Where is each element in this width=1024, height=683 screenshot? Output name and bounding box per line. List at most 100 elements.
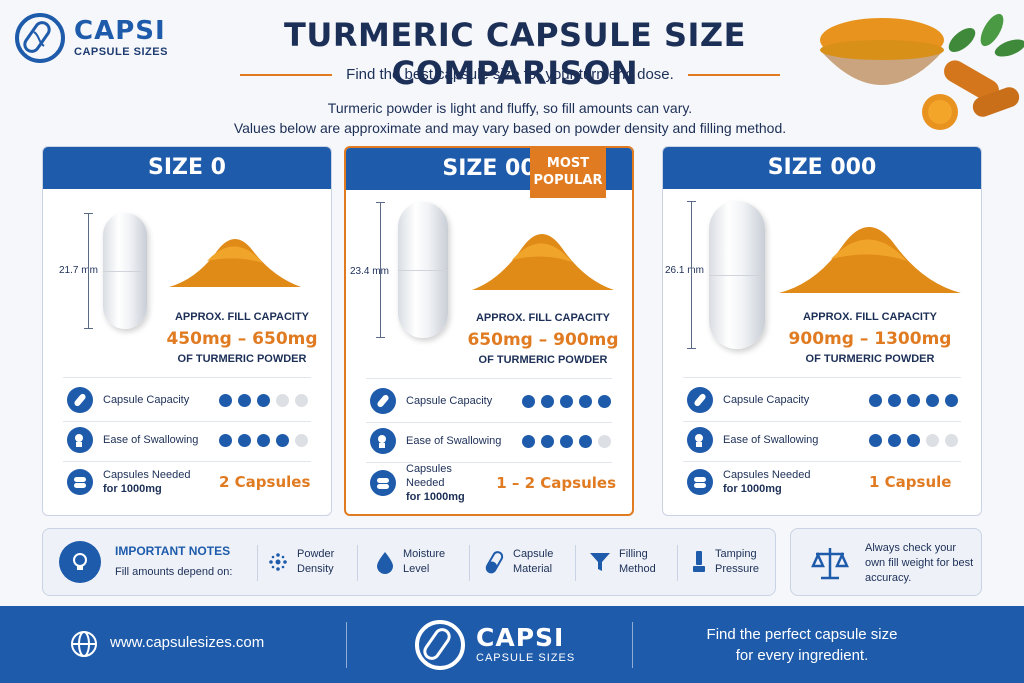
footer-brand-subtitle: CAPSULE SIZES (476, 652, 576, 664)
needed-row: Capsules Needed for 1000mg 1 – 2 Capsules (370, 463, 616, 503)
fill-capacity-value: 650mg – 900mg (467, 330, 619, 350)
factor-line1: Filling (619, 548, 648, 560)
rating-dot (541, 434, 554, 448)
dimension-line (687, 201, 696, 349)
divider (677, 545, 678, 581)
rating-dot (926, 433, 939, 447)
pills-icon (687, 469, 713, 495)
capsule-length: 26.1 mm (665, 265, 704, 276)
factor-filling-method: Filling Method (589, 547, 656, 577)
divider (63, 377, 311, 378)
size-card-00[interactable]: SIZE 00 MOST POPULAR 23.4 mm APPROX. FIL… (344, 146, 634, 516)
rating-dot (598, 394, 611, 408)
capsule-capacity-label: Capsule Capacity (723, 394, 810, 406)
ease-row: Ease of Swallowing (67, 425, 315, 455)
divider (683, 377, 961, 378)
divider (366, 422, 612, 423)
factor-capsule-material: Capsule Material (483, 547, 553, 577)
intro-line-1: Turmeric powder is light and fluffy, so … (327, 100, 693, 116)
capsules-needed-value: 2 Capsules (219, 473, 311, 491)
rating-dot (276, 433, 289, 447)
website-link[interactable]: www.capsulesizes.com (110, 634, 265, 651)
needed-label-line1: Capsules Needed (406, 463, 452, 489)
capsule-icon (485, 551, 504, 574)
factor-label: Filling Method (619, 547, 656, 577)
divider (687, 73, 780, 76)
rating-dot (257, 433, 270, 447)
capsule-capacity-label: Capsule Capacity (103, 394, 190, 406)
rating-dot (541, 394, 554, 408)
powder-pile-image (169, 239, 301, 287)
pills-icon (370, 470, 396, 496)
notes-title: IMPORTANT NOTES (115, 544, 231, 558)
divider (683, 461, 961, 462)
fill-capacity-label: APPROX. FILL CAPACITY (174, 311, 310, 323)
swallow-icon (370, 428, 396, 454)
rating-dot (888, 393, 901, 407)
brand-subtitle: CAPSULE SIZES (74, 46, 168, 58)
intro-line-2: Values below are approximate and may var… (233, 120, 787, 136)
funnel-icon (590, 553, 610, 571)
factor-label: Powder Density (297, 547, 334, 577)
capsule-icon (67, 387, 93, 413)
capsule-capacity-row: Capsule Capacity (370, 386, 616, 416)
swallow-icon (687, 427, 713, 453)
size-card-0[interactable]: SIZE 0 21.7 mm APPROX. FILL CAPACITY 450… (42, 146, 332, 516)
rating-dot (888, 433, 901, 447)
rating-dot (926, 393, 939, 407)
capsule-image (398, 202, 448, 338)
size-card-000[interactable]: SIZE 000 26.1 mm APPROX. FILL CAPACITY 9… (662, 146, 982, 516)
fill-capacity-unit: OF TURMERIC POWDER (177, 353, 307, 365)
ease-label: Ease of Swallowing (723, 434, 819, 446)
factor-line1: Capsule (513, 548, 554, 560)
ease-label: Ease of Swallowing (103, 434, 199, 446)
particles-icon (269, 553, 287, 571)
rating-dot (945, 393, 958, 407)
fill-capacity-label: APPROX. FILL CAPACITY (802, 311, 938, 323)
capsule-capacity-label: Capsule Capacity (406, 395, 493, 407)
factor-line2: Method (619, 563, 656, 575)
divider (683, 421, 961, 422)
ease-rating (522, 434, 611, 448)
divider (346, 622, 347, 668)
fill-capacity-unit: OF TURMERIC POWDER (478, 354, 608, 366)
needed-label-line2: for 1000mg (406, 491, 465, 503)
divider (63, 421, 311, 422)
factor-line2: Material (513, 563, 553, 575)
accuracy-tip-panel: Always check your own fill weight for be… (790, 528, 982, 596)
rating-dot (945, 433, 958, 447)
subtitle-row: Find the best capsule size for your turm… (240, 66, 780, 83)
divider (63, 461, 311, 462)
rating-dot (522, 394, 535, 408)
fill-capacity-unit: OF TURMERIC POWDER (805, 353, 935, 365)
capsule-image (103, 213, 147, 329)
capsule-image (709, 201, 765, 349)
rating-dot (522, 434, 535, 448)
needed-label-line1: Capsules Needed (723, 469, 811, 481)
tamper-icon (693, 551, 705, 572)
capsule-logo-icon (15, 13, 65, 63)
capsule-capacity-rating (869, 393, 958, 407)
tagline-line-1: Find the perfect capsule size (706, 626, 898, 643)
ease-rating (869, 433, 958, 447)
fill-capacity-value: 900mg – 1300mg (788, 329, 952, 349)
rating-dot (276, 393, 289, 407)
footer-brand-name: CAPSI (476, 623, 565, 652)
capsule-logo-icon (415, 620, 465, 670)
capsules-needed-value: 1 – 2 Capsules (496, 474, 616, 492)
rating-dot (598, 434, 611, 448)
factor-moisture-level: Moisture Level (375, 547, 445, 577)
needed-label-line2: for 1000mg (723, 483, 782, 495)
rating-dot (869, 393, 882, 407)
important-notes-panel: IMPORTANT NOTES Fill amounts depend on: … (42, 528, 776, 596)
rating-dot (869, 433, 882, 447)
rating-dot (907, 393, 920, 407)
rating-dot (219, 433, 232, 447)
rating-dot (907, 433, 920, 447)
factor-label: Tamping Pressure (715, 547, 759, 577)
rating-dot (560, 394, 573, 408)
capsule-icon (370, 388, 396, 414)
turmeric-bowl-image (820, 13, 1024, 130)
brand-logo[interactable]: CAPSI CAPSULE SIZES (14, 12, 168, 64)
needed-label-line1: Capsules Needed (103, 469, 191, 481)
